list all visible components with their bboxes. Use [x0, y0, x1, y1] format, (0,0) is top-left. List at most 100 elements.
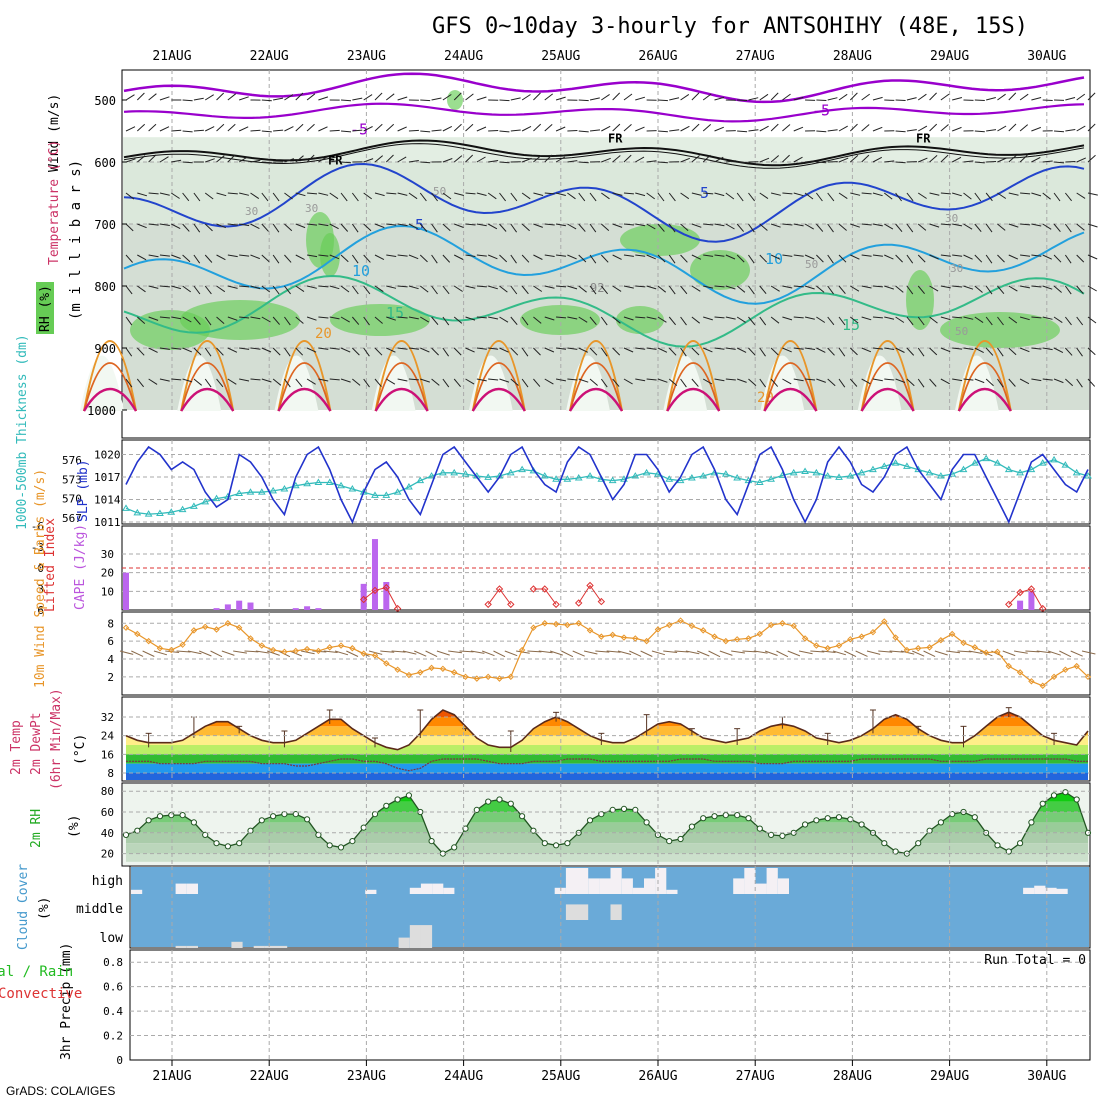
wind-barb — [872, 347, 883, 350]
wind-barb — [657, 223, 665, 232]
wind-barb — [556, 254, 567, 257]
rh-clear-pocket — [566, 355, 610, 411]
wind-barb — [397, 254, 408, 257]
wind-barb — [431, 347, 439, 356]
lifted-index-point — [1039, 604, 1047, 613]
thickness-point — [450, 468, 459, 476]
wind-barb — [578, 254, 587, 263]
wind-barb — [702, 154, 711, 163]
wind-barb — [646, 347, 657, 350]
wind-barb — [838, 125, 848, 132]
thickness-point — [846, 472, 855, 479]
wind-barb — [952, 126, 962, 132]
wind-barb — [318, 126, 328, 132]
rh-clear-pocket — [468, 355, 513, 411]
surface-wind-barb — [606, 650, 621, 653]
cape-bar — [224, 604, 231, 610]
thickness-point — [178, 505, 187, 513]
cloud-cover-bar — [1034, 885, 1046, 894]
lifted-index-point — [1027, 585, 1036, 593]
wind-speed-point — [813, 642, 820, 649]
surface-wind-barb — [957, 650, 972, 653]
minmax-axis-title-part: (6hr Min/Max) — [49, 688, 64, 790]
wind-barb — [974, 316, 984, 324]
rh-point — [609, 806, 616, 814]
temp-tick-label: 24 — [101, 730, 115, 743]
rh-point — [292, 811, 299, 818]
wind-barb — [770, 254, 781, 260]
cloud-axis-title-part: Cloud Cover — [16, 864, 31, 950]
cloud-cover-bar — [644, 878, 656, 894]
wind-barb — [499, 161, 510, 164]
surface-wind-barb — [685, 650, 700, 655]
surface-wind-barb — [527, 650, 542, 653]
wind-barb — [408, 160, 419, 163]
wind-barb — [510, 223, 518, 233]
wind-barb — [261, 285, 271, 293]
surface-wind-barb — [210, 650, 223, 658]
wind-barb — [703, 347, 713, 353]
wind-barb — [827, 285, 835, 295]
wind-barb — [227, 154, 236, 163]
surface-wind-barb — [1070, 650, 1083, 657]
wind-barb — [997, 125, 1007, 132]
cloud-cover-bar — [186, 945, 198, 948]
wind-speed-point — [767, 621, 775, 629]
wind-barb — [600, 254, 609, 263]
wind-barb — [805, 378, 816, 381]
lifted-index-line — [363, 587, 399, 609]
rh2m-panel: 80 60 40 20 — [101, 782, 1092, 867]
wind-barb — [691, 123, 700, 132]
wind-barb — [431, 129, 442, 132]
wind-barb — [533, 92, 541, 101]
wind-speed-point — [292, 647, 299, 655]
surface-wind-barb — [199, 650, 212, 657]
cloud-cover-bar — [565, 904, 578, 920]
wind-barb — [510, 192, 518, 202]
surface-wind-barb — [266, 650, 280, 656]
wind-barb — [952, 97, 963, 101]
wind-barb — [488, 285, 498, 290]
wind-barb — [884, 347, 895, 350]
bottom-date-tick-label: 30AUG — [1027, 1069, 1066, 1084]
wind-barb — [284, 192, 293, 200]
wind-barb — [408, 223, 418, 230]
rh-point — [915, 840, 922, 847]
wind-barb — [657, 192, 665, 202]
surface-wind-barb — [1059, 650, 1072, 658]
wind-speed-point — [666, 621, 673, 629]
wind-barb — [838, 316, 846, 326]
wind-speed-point — [1039, 682, 1046, 689]
wind-barb — [216, 347, 224, 356]
isotherm-label-15: 15 — [386, 304, 404, 322]
wind-barb — [329, 316, 340, 320]
wind-barb — [725, 347, 736, 350]
wind-barb — [227, 316, 238, 321]
wind-barb — [917, 316, 925, 326]
wind-barb — [148, 254, 159, 258]
cloud-cover-bar — [175, 883, 187, 894]
thickness-point — [212, 494, 221, 502]
warm-peak-contour — [569, 362, 623, 412]
wind-barb — [793, 285, 804, 288]
rh-point — [1073, 796, 1080, 803]
warm-peak-contour — [83, 362, 137, 412]
wind-barb — [204, 378, 212, 388]
wind-barb — [465, 223, 476, 226]
wind-barb — [940, 124, 949, 132]
wind-barb — [1053, 285, 1062, 293]
surface-wind-barb — [946, 650, 961, 654]
isotherm-label-freezing: FR — [608, 132, 623, 146]
warm-peak-contour — [763, 387, 818, 412]
wind-barb — [691, 92, 700, 101]
thickness-point — [280, 484, 289, 492]
cloud-cover-bar — [231, 941, 243, 948]
wind-barb — [306, 123, 315, 132]
wind-barb — [736, 285, 746, 293]
thickness-point — [257, 488, 266, 495]
rh-point — [553, 842, 560, 849]
wind-barb — [351, 316, 360, 325]
wind-barb — [748, 223, 755, 233]
wind-barb — [476, 156, 486, 163]
wind-barb — [1042, 254, 1053, 260]
